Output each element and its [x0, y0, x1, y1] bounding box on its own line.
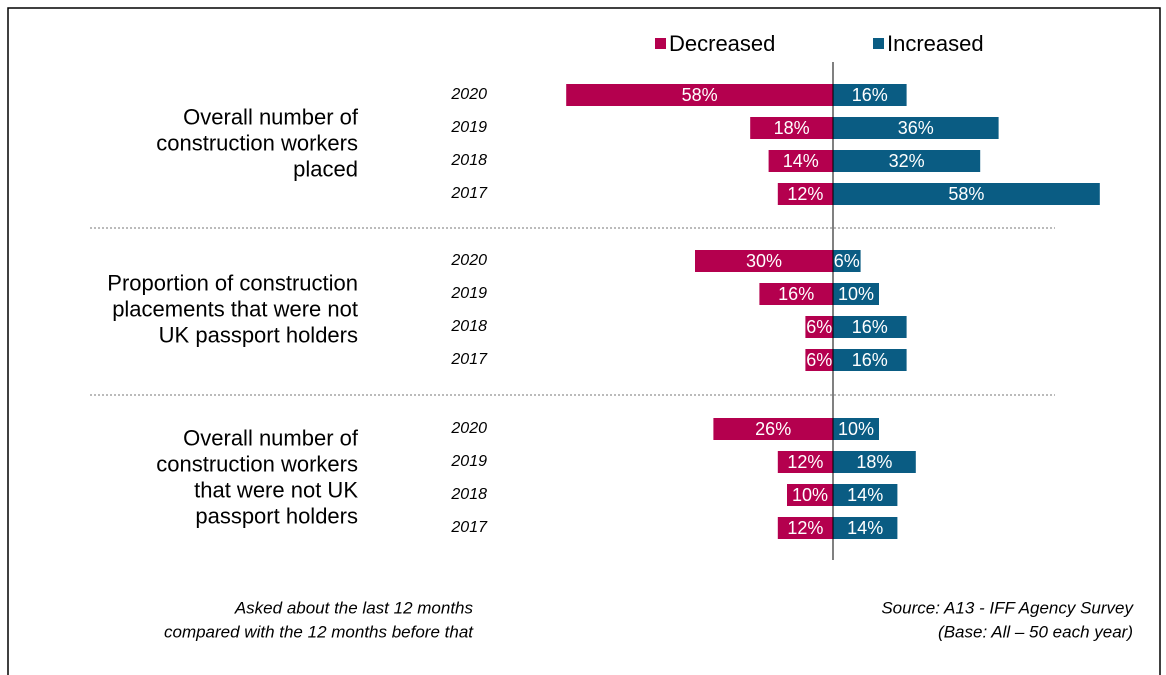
- value-label: 14%: [783, 151, 819, 171]
- note: compared with the 12 months before that: [164, 622, 474, 641]
- group-label: that were not UK: [194, 477, 358, 502]
- bar: [777, 517, 833, 539]
- value-label: 14%: [847, 518, 883, 538]
- group-label: UK passport holders: [159, 322, 358, 347]
- frame: [7, 7, 1161, 675]
- value-label: 18%: [856, 452, 892, 472]
- bar: [833, 250, 861, 272]
- source: (Base: All – 50 each year): [938, 622, 1133, 641]
- value-label: 6%: [834, 251, 860, 271]
- source: Source: A13 - IFF Agency Survey: [881, 598, 1134, 617]
- category-label: 2017: [450, 185, 488, 202]
- bar: [805, 316, 833, 338]
- bar: [695, 250, 833, 272]
- category-label: 2019: [450, 453, 487, 470]
- bar: [777, 451, 833, 473]
- value-label: 58%: [682, 85, 718, 105]
- group-label: placements that were not: [112, 296, 358, 321]
- value-label: 12%: [787, 452, 823, 472]
- value-label: 6%: [806, 317, 832, 337]
- bar: [833, 484, 898, 506]
- bar: [805, 349, 833, 371]
- value-label: 16%: [852, 317, 888, 337]
- group-label: Overall number of: [183, 104, 359, 129]
- value-label: 30%: [746, 251, 782, 271]
- category-label: 2018: [450, 152, 487, 169]
- bar: [713, 418, 833, 440]
- note: Asked about the last 12 months: [234, 598, 474, 617]
- group-label: Proportion of construction: [107, 270, 358, 295]
- bar: [833, 451, 916, 473]
- value-label: 6%: [806, 350, 832, 370]
- value-label: 12%: [787, 518, 823, 538]
- value-label: 26%: [755, 419, 791, 439]
- group-label: placed: [293, 156, 358, 181]
- legend-swatch: [655, 38, 666, 49]
- value-label: 14%: [847, 485, 883, 505]
- group-label: construction workers: [156, 451, 358, 476]
- category-label: 2020: [450, 86, 487, 103]
- bar: [833, 117, 999, 139]
- bar: [833, 517, 898, 539]
- category-label: 2019: [450, 119, 487, 136]
- group-label: construction workers: [156, 130, 358, 155]
- category-label: 2017: [450, 519, 488, 536]
- value-label: 12%: [787, 184, 823, 204]
- bar: [833, 316, 907, 338]
- legend-swatch: [873, 38, 884, 49]
- bar: [833, 349, 907, 371]
- bar: [750, 117, 833, 139]
- group-label: Overall number of: [183, 425, 359, 450]
- group-label: passport holders: [195, 503, 358, 528]
- category-label: 2018: [450, 318, 487, 335]
- value-label: 10%: [838, 419, 874, 439]
- bar: [777, 183, 833, 205]
- legend-label: Decreased: [669, 31, 775, 56]
- bar: [768, 150, 833, 172]
- value-label: 36%: [898, 118, 934, 138]
- category-label: 2020: [450, 252, 487, 269]
- value-label: 58%: [948, 184, 984, 204]
- bar: [833, 84, 907, 106]
- bar: [833, 183, 1100, 205]
- value-label: 10%: [838, 284, 874, 304]
- value-label: 32%: [889, 151, 925, 171]
- category-label: 2017: [450, 351, 488, 368]
- category-label: 2018: [450, 486, 487, 503]
- value-label: 10%: [792, 485, 828, 505]
- value-label: 16%: [778, 284, 814, 304]
- value-label: 16%: [852, 350, 888, 370]
- bar: [833, 150, 981, 172]
- bar: [566, 84, 833, 106]
- bar: [833, 418, 879, 440]
- bar: [759, 283, 833, 305]
- category-label: 2020: [450, 420, 487, 437]
- bar: [787, 484, 833, 506]
- value-label: 16%: [852, 85, 888, 105]
- category-label: 2019: [450, 285, 487, 302]
- bar: [833, 283, 879, 305]
- value-label: 18%: [774, 118, 810, 138]
- legend-label: Increased: [887, 31, 984, 56]
